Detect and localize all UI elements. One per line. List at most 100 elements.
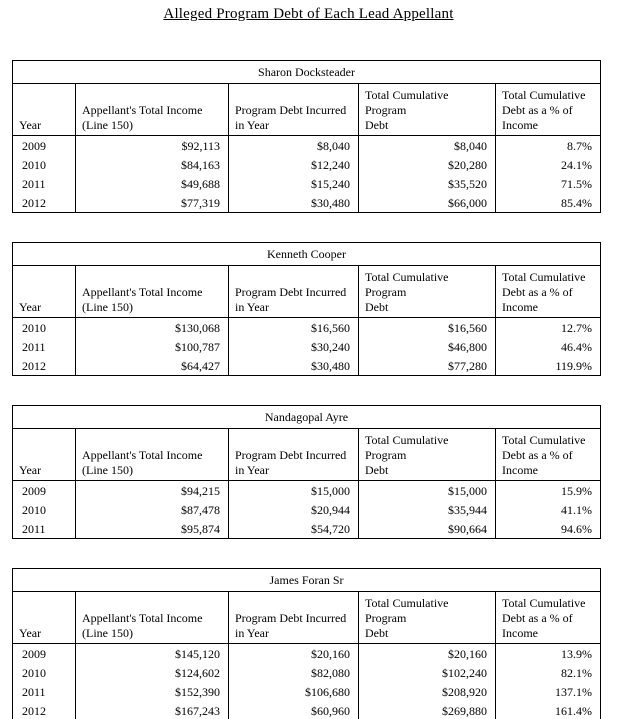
table-row: 2011 $49,688 $15,240 $35,520 71.5% [12,174,602,193]
value-cell: $46,800 [358,337,496,356]
value-cell: $77,319 [75,193,229,213]
column-header: Program Debt Incurred in Year [228,265,359,318]
column-header: Total Cumulative Debt as a % of Income [495,265,601,318]
value-cell: 82.1% [494,663,602,682]
year-cell: 2010 [12,663,76,682]
value-cell: $90,664 [358,519,496,539]
column-header: Year [12,83,76,136]
value-cell: $12,240 [228,155,359,174]
column-header-row: Year Appellant's Total Income (Line 150) P… [12,83,602,136]
table-row: 2009 $94,215 $15,000 $15,000 15.9% [12,480,601,500]
value-cell: $8,040 [358,135,496,155]
value-cell: $94,215 [75,480,229,500]
column-header: Total Cumulative Debt as a % of Income [494,591,602,644]
value-cell: 13.9% [494,643,602,663]
value-cell: $49,688 [75,174,229,193]
appellant-name-row: Sharon Docksteader [11,60,602,84]
table-row: 2009 $92,113 $8,040 $8,040 8.7% [12,135,602,155]
value-cell: $152,390 [75,682,229,701]
table-row: 2012 $64,427 $30,480 $77,280 119.9% [12,356,601,376]
column-header-row: Year Appellant's Total Income (Line 150) P… [12,428,601,481]
column-header: Program Debt Incurred in Year [228,428,359,481]
value-cell: $15,000 [358,480,496,500]
value-cell: 15.9% [495,480,601,500]
value-cell: 71.5% [494,174,602,193]
value-cell: $130,068 [75,317,229,337]
value-cell: $66,000 [358,193,496,213]
value-cell: $30,480 [228,193,359,213]
table-row: 2010 $124,602 $82,080 $102,240 82.1% [12,663,602,682]
table-row: 2012 $167,243 $60,960 $269,880 161.4% [12,701,602,719]
year-cell: 2012 [12,193,76,213]
appellant-name-row: Nandagopal Ayre [12,405,601,429]
value-cell: $167,243 [75,701,229,719]
appellant-name-row: Kenneth Cooper [12,242,601,266]
value-cell: $64,427 [75,356,229,376]
column-header: Appellant's Total Income (Line 150) [75,591,229,644]
value-cell: 41.1% [495,500,601,519]
value-cell: $269,880 [358,701,496,719]
year-cell: 2010 [12,155,76,174]
column-header-row: Year Appellant's Total Income (Line 150) P… [12,591,602,644]
value-cell: 94.6% [495,519,601,539]
table-row: 2010 $84,163 $12,240 $20,280 24.1% [12,155,602,174]
column-header-row: Year Appellant's Total Income (Line 150) P… [12,265,601,318]
column-header: Total Cumulative Program Debt [358,83,496,136]
value-cell: $16,560 [228,317,359,337]
column-header: Program Debt Incurred in Year [228,83,359,136]
year-cell: 2010 [12,317,76,337]
year-cell: 2012 [12,701,76,719]
table-row: 2010 $87,478 $20,944 $35,944 41.1% [12,500,601,519]
value-cell: 137.1% [494,682,602,701]
column-header: Appellant's Total Income (Line 150) [75,83,229,136]
value-cell: $54,720 [228,519,359,539]
table-row: 2009 $145,120 $20,160 $20,160 13.9% [12,643,602,663]
table-row: 2011 $100,787 $30,240 $46,800 46.4% [12,337,601,356]
value-cell: 85.4% [494,193,602,213]
year-cell: 2009 [12,480,76,500]
year-cell: 2011 [12,682,76,701]
value-cell: $30,240 [228,337,359,356]
value-cell: $145,120 [75,643,229,663]
year-cell: 2011 [12,337,76,356]
column-header: Total Cumulative Debt as a % of Income [494,83,602,136]
appellant-table: Kenneth Cooper Year Appellant's Total Inco… [12,242,601,376]
value-cell: 24.1% [494,155,602,174]
value-cell: $208,920 [358,682,496,701]
value-cell: $30,480 [228,356,359,376]
column-header: Total Cumulative Program Debt [358,428,496,481]
appellant-table: Nandagopal Ayre Year Appellant's Total Inc… [12,405,601,539]
column-header: Year [12,428,76,481]
column-header: Appellant's Total Income (Line 150) [75,428,229,481]
value-cell: 8.7% [494,135,602,155]
value-cell: $124,602 [75,663,229,682]
value-cell: $102,240 [358,663,496,682]
column-header: Total Cumulative Program Debt [358,591,496,644]
value-cell: $82,080 [228,663,359,682]
table-row: 2010 $130,068 $16,560 $16,560 12.7% [12,317,601,337]
appellant-name: Nandagopal Ayre [12,405,601,429]
value-cell: $20,944 [228,500,359,519]
value-cell: $15,000 [228,480,359,500]
value-cell: $35,520 [358,174,496,193]
value-cell: $20,160 [228,643,359,663]
value-cell: $106,680 [228,682,359,701]
appellant-name: Sharon Docksteader [11,60,602,84]
value-cell: $20,160 [358,643,496,663]
year-cell: 2009 [12,643,76,663]
value-cell: 161.4% [494,701,602,719]
table-row: 2011 $152,390 $106,680 $208,920 137.1% [12,682,602,701]
value-cell: $95,874 [75,519,229,539]
value-cell: 46.4% [495,337,601,356]
table-row: 2011 $95,874 $54,720 $90,664 94.6% [12,519,601,539]
year-cell: 2011 [12,519,76,539]
column-header: Total Cumulative Debt as a % of Income [495,428,601,481]
value-cell: $8,040 [228,135,359,155]
page-title: Alleged Program Debt of Each Lead Appell… [163,6,454,22]
value-cell: 12.7% [495,317,601,337]
value-cell: $20,280 [358,155,496,174]
value-cell: $100,787 [75,337,229,356]
appellant-table: Sharon Docksteader Year Appellant's Total … [11,60,602,213]
value-cell: $60,960 [228,701,359,719]
